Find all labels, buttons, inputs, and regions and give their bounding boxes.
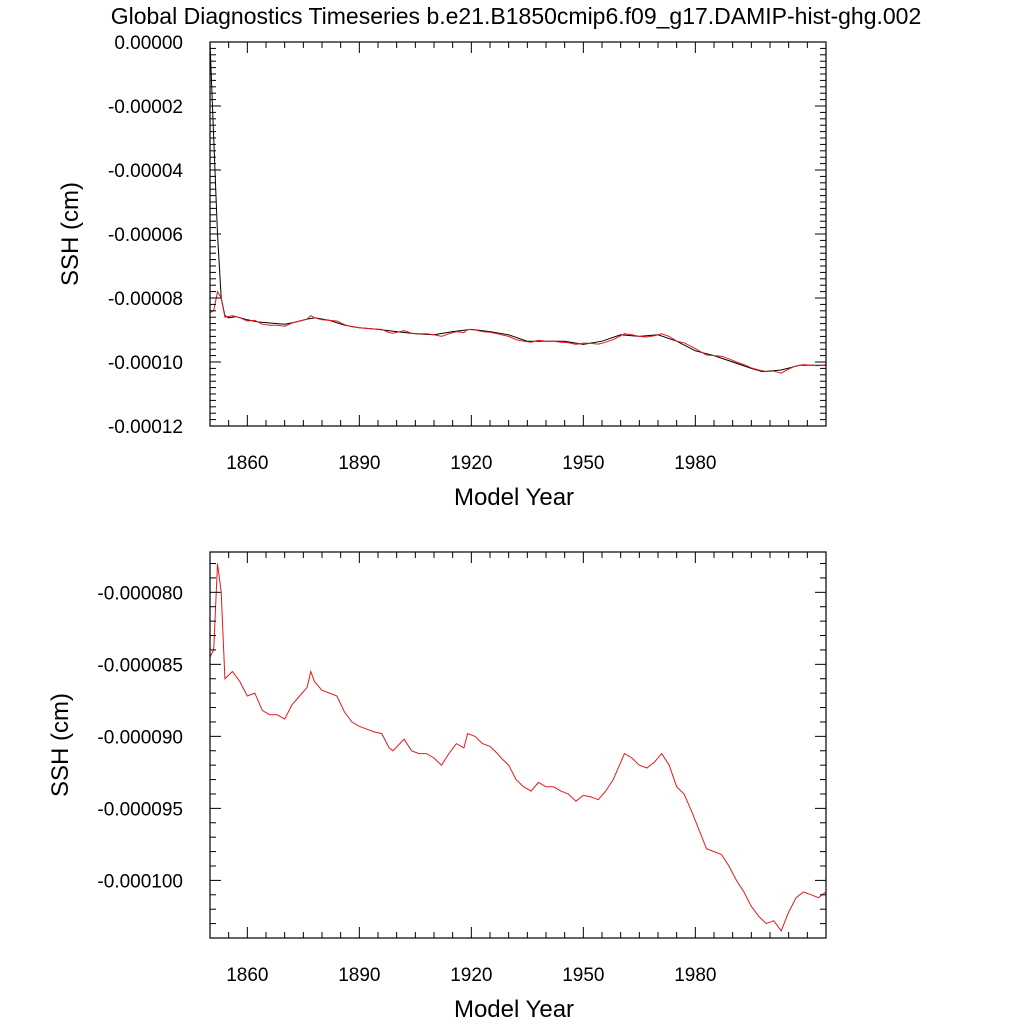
x-tick-label: 1890	[338, 453, 380, 474]
series-line-0	[209, 41, 826, 373]
y-tick-label: -0.00008	[108, 289, 183, 310]
x-tick-label: 1920	[450, 965, 492, 986]
top-panel: 1860 1890 1920 1950 1980 0.00000 -0.00002 -0.00…	[57, 33, 827, 511]
plot-frame	[209, 551, 827, 939]
y-tick-label: -0.000085	[97, 655, 183, 676]
y-tick-label: -0.000095	[97, 799, 183, 820]
y-axis-label: SSH (cm)	[47, 693, 74, 797]
x-tick-label: 1890	[338, 965, 380, 986]
y-tick-label: -0.000100	[97, 871, 183, 892]
x-tick-label: 1860	[226, 453, 268, 474]
y-tick-label: -0.00004	[108, 161, 183, 182]
y-tick-label: -0.000080	[97, 583, 183, 604]
y-tick-label: -0.00002	[108, 97, 183, 118]
x-axis-label: Model Year	[454, 996, 574, 1023]
x-tick-label: 1980	[674, 965, 716, 986]
y-tick-label: -0.00006	[108, 225, 183, 246]
y-axis-label: SSH (cm)	[57, 182, 84, 286]
x-tick-label: 1950	[562, 965, 604, 986]
figure-title: Global Diagnostics Timeseries b.e21.B185…	[111, 3, 922, 29]
x-tick-label: 1980	[674, 453, 716, 474]
x-tick-label: 1920	[450, 453, 492, 474]
x-axis-label: Model Year	[454, 484, 574, 511]
plot-frame	[209, 41, 827, 427]
bottom-panel: 1860 1890 1920 1950 1980 -0.000080 -0.000085 -0…	[47, 551, 827, 1023]
x-tick-label: 1950	[562, 453, 604, 474]
y-tick-label: -0.000090	[97, 727, 183, 748]
y-tick-label: -0.00010	[108, 353, 183, 374]
series-line-0	[209, 563, 827, 932]
y-tick-label: -0.00012	[108, 417, 183, 438]
series-line-1	[209, 290, 827, 374]
y-tick-label: 0.00000	[114, 33, 183, 54]
x-tick-label: 1860	[226, 965, 268, 986]
